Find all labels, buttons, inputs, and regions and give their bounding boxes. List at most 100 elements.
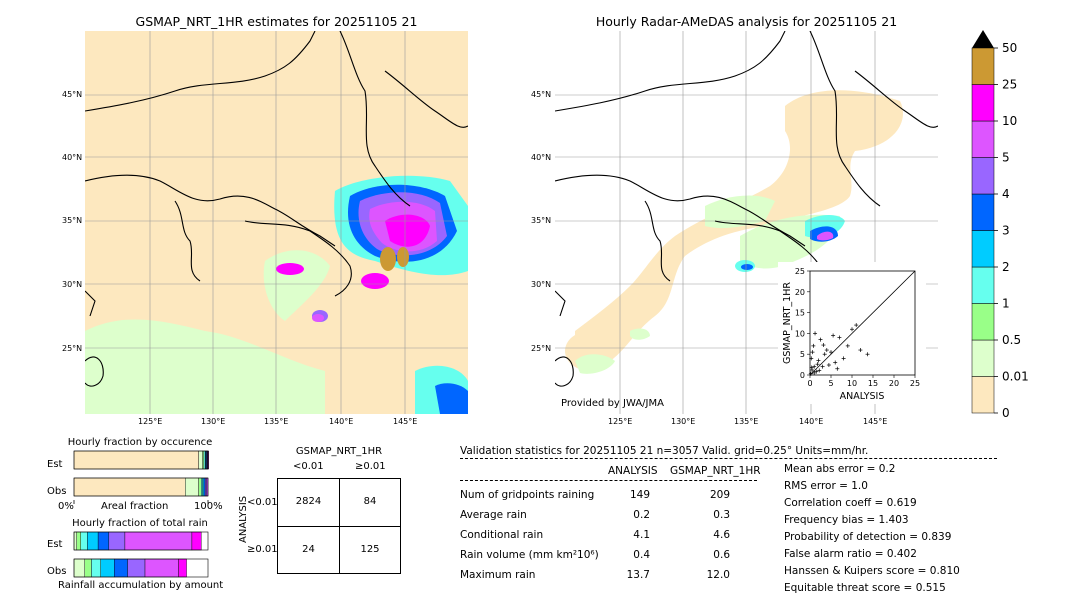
occurrence-x-label: Areal fraction [101, 501, 169, 512]
scatter-x-tick-label: 20 [889, 379, 899, 388]
rain-segment [124, 531, 193, 551]
scatter-y-tick-label: 0 [800, 371, 805, 380]
contingency-title: GSMAP_NRT_1HR [295, 446, 383, 457]
scatter-point [820, 364, 825, 369]
right-lon-label-145: 145°E [863, 417, 888, 426]
radar-credit: Provided by JWA/JMA [561, 398, 664, 409]
colorbar-bin [971, 84, 995, 122]
left-map-rain-field [85, 175, 468, 414]
left-lat-label-40: 40°N [62, 153, 83, 162]
right-lat-label-45: 45°N [531, 90, 552, 99]
scatter-point [810, 368, 815, 373]
rain-segment [108, 531, 126, 551]
rain-fraction-title: Hourly fraction of total rain [72, 518, 208, 529]
rain-segment [100, 558, 115, 578]
validation-header-rule [460, 458, 997, 459]
scatter-point [865, 352, 870, 357]
validation-row-analysis: 4.1 [633, 529, 650, 541]
scatter-point [812, 364, 817, 369]
left-lat-label-25: 25°N [62, 344, 83, 353]
scatter-y-tick-label: 20 [795, 288, 805, 297]
left-lat-label-45: 45°N [62, 90, 83, 99]
scatter-point [821, 343, 826, 348]
occurrence-bars [73, 450, 209, 497]
scatter-point [854, 323, 859, 328]
scatter-point [818, 337, 823, 342]
left-map-coastlines [85, 31, 468, 387]
validation-row-label: Maximum rain [460, 569, 536, 581]
scatter-point [812, 370, 817, 375]
validation-row-label: Num of gridpoints raining [460, 489, 595, 501]
right-lon-label-135: 135°E [734, 417, 759, 426]
occurrence-axis-right: 100% [194, 501, 223, 512]
scatter-point [837, 335, 842, 340]
rain-segment [73, 558, 85, 578]
scatter-x-axis-label: ANALYSIS [840, 391, 885, 402]
scatter-point [831, 333, 836, 338]
validation-row-analysis: 0.4 [633, 549, 650, 561]
scatter-point [808, 371, 813, 376]
right-lat-label-35: 35°N [531, 216, 552, 225]
right-lon-label-130: 130°E [671, 417, 696, 426]
validation-row-gsmap: 0.6 [713, 549, 730, 561]
occurrence-segment [185, 477, 199, 497]
score-hanssen-kuipers: Hanssen & Kuipers score = 0.810 [784, 565, 960, 577]
rain-row-label-est: Est [47, 539, 63, 550]
rain-segment [73, 531, 77, 551]
contingency-row-label-lt: <0.01 [247, 497, 278, 508]
colorbar-bin [971, 376, 995, 414]
rain-segment-outline [73, 558, 209, 578]
colorbar-bin [971, 339, 995, 377]
contingency-cell-10: 24 [302, 544, 315, 555]
rain-segment [127, 558, 146, 578]
right-map-coastlines [555, 31, 938, 387]
scatter-y-tick-label: 25 [795, 267, 805, 276]
score-mean-abs-error: Mean abs error = 0.2 [784, 463, 896, 475]
occurrence-segment [201, 477, 203, 497]
colorbar-tick-label: 0 [1002, 406, 1010, 418]
occurrence-axis-left: 0% [58, 501, 74, 512]
rain-segment [144, 558, 179, 578]
left-lon-label-140: 140°E [329, 417, 354, 426]
occurrence-segment [205, 477, 207, 497]
scatter-x-tick-label: 15 [868, 379, 878, 388]
validation-row-analysis: 13.7 [626, 569, 650, 581]
scatter-y-axis-label: GSMAP_NRT_1HR [782, 282, 793, 364]
contingency-cell-00: 2824 [295, 496, 322, 507]
left-lon-label-145: 145°E [393, 417, 418, 426]
scatter-point [809, 365, 814, 370]
occurrence-segment [202, 477, 205, 497]
score-equitable-threat: Equitable threat score = 0.515 [784, 582, 946, 594]
validation-header: Validation statistics for 20251105 21 n=… [460, 445, 869, 457]
colorbar-bins [971, 30, 995, 414]
occurrence-segment [203, 450, 206, 470]
scatter-x-tick-label: 25 [910, 379, 920, 388]
scatter-point [822, 352, 827, 357]
colorbar-tick-label: 1 [1002, 297, 1010, 311]
left-lon-label-130: 130°E [201, 417, 226, 426]
left-lon-label-125: 125°E [138, 417, 163, 426]
scatter-y-tick-label: 10 [795, 329, 805, 338]
right-lon-label-125: 125°E [608, 417, 633, 426]
colorbar-extend-arrow [972, 30, 994, 48]
scatter-y-tick-label: 5 [800, 350, 805, 359]
occurrence-segment [198, 477, 202, 497]
occurrence-segment [73, 450, 199, 470]
scatter-points [808, 323, 870, 376]
rain-segment [76, 531, 81, 551]
rain-segment-outline [73, 531, 209, 551]
occurrence-segment [202, 450, 205, 470]
validation-row-gsmap: 12.0 [706, 569, 730, 581]
left-map-gridlines [85, 31, 468, 414]
contingency-grid: 2824 84 24 125 [277, 478, 401, 574]
colorbar-bin [971, 47, 995, 85]
rain-bars [73, 531, 209, 578]
occurrence-segment [73, 477, 186, 497]
scatter-point [811, 343, 816, 348]
colorbar-tick-label: 25 [1002, 78, 1017, 92]
left-map-title: GSMAP_NRT_1HR estimates for 20251105 21 [135, 14, 418, 29]
validation-row-gsmap: 0.3 [713, 509, 730, 521]
colorbar-tick-label: 5 [1002, 151, 1010, 165]
scatter-point [826, 363, 831, 368]
rain-segment [84, 558, 92, 578]
